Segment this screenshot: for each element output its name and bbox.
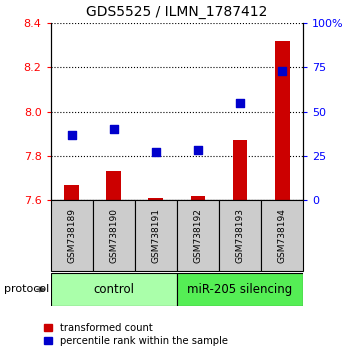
Bar (135, 200, 177, 271)
Bar (64, 184, 79, 200)
Bar (148, 198, 163, 200)
Point (153, 149, 159, 155)
Text: control: control (93, 283, 134, 296)
Bar (106, 171, 121, 200)
Bar (233, 140, 247, 200)
Bar (219, 200, 261, 271)
Legend: transformed count, percentile rank within the sample: transformed count, percentile rank withi… (41, 320, 231, 349)
Text: GSM738190: GSM738190 (109, 208, 118, 263)
Text: GSM738194: GSM738194 (278, 208, 287, 263)
Text: protocol: protocol (4, 284, 49, 295)
Text: miR-205 silencing: miR-205 silencing (187, 283, 293, 296)
Point (111, 126, 117, 132)
Point (69, 132, 74, 137)
Text: GSM738191: GSM738191 (151, 208, 160, 263)
Point (279, 68, 285, 74)
Bar (261, 200, 303, 271)
Bar (177, 273, 303, 306)
Text: GSM738189: GSM738189 (67, 208, 76, 263)
Title: GDS5525 / ILMN_1787412: GDS5525 / ILMN_1787412 (86, 5, 268, 19)
Point (237, 100, 243, 105)
Text: GSM738193: GSM738193 (236, 208, 244, 263)
Bar (93, 200, 135, 271)
Bar (51, 273, 177, 306)
Point (195, 148, 201, 153)
Bar (275, 41, 290, 200)
Bar (177, 200, 219, 271)
Text: GSM738192: GSM738192 (193, 208, 203, 263)
Bar (191, 195, 205, 200)
Bar (51, 200, 93, 271)
